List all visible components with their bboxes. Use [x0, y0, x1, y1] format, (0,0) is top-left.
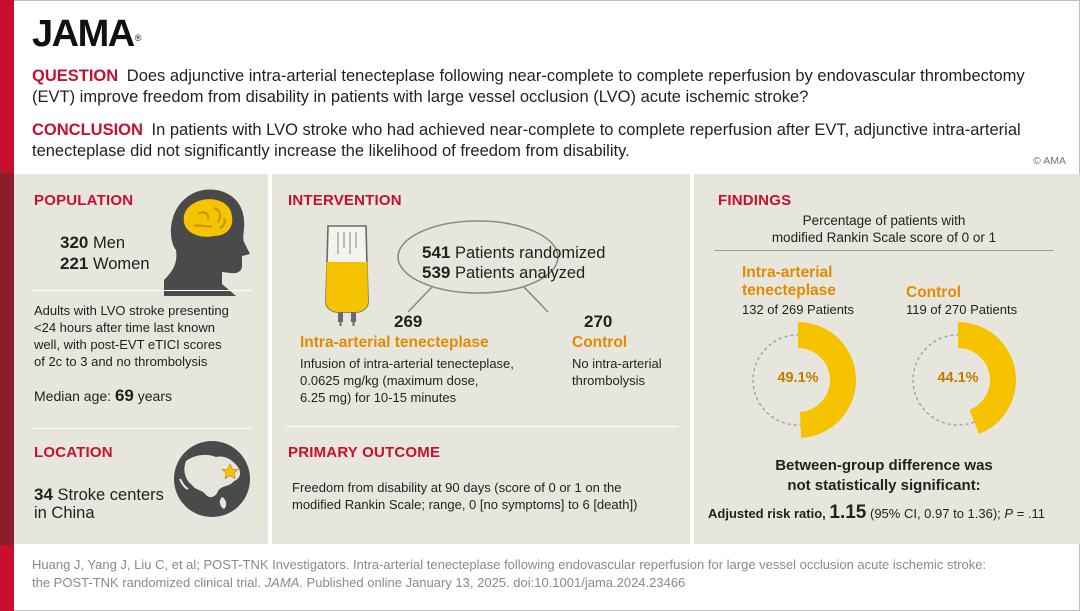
question-block: QUESTION Does adjunctive intra-arterial …: [32, 66, 1042, 108]
group1-count: 132 of 269 Patients: [742, 302, 855, 317]
conclusion-text: In patients with LVO stroke who had achi…: [32, 121, 1021, 160]
question-text: Does adjunctive intra-arterial tenectepl…: [32, 67, 1025, 106]
outcome-divider: [286, 426, 678, 427]
group2-name: Control: [906, 284, 962, 301]
findings-subtitle: Percentage of patients with modified Ran…: [771, 213, 997, 245]
population-description: Adults with LVO stroke presenting <24 ho…: [34, 303, 229, 369]
citation-line1: Huang J, Yang J, Liu C, et al; POST-TNK …: [32, 557, 987, 572]
findings-donuts: [752, 322, 1016, 438]
loc-divider: [32, 428, 252, 429]
location-country: in China: [34, 504, 95, 522]
conclusion-block: CONCLUSION In patients with LVO stroke w…: [32, 120, 1042, 162]
women-count: 221 Women: [60, 254, 150, 273]
head-brain-icon: [164, 189, 250, 296]
arm1-n: 269: [394, 312, 423, 331]
intervention-title: INTERVENTION: [288, 192, 402, 209]
pop-divider: [32, 290, 252, 291]
randomized-count: 541 Patients randomized: [422, 243, 606, 262]
group1-name: Intra-arterial tenecteplase: [742, 264, 836, 299]
arm2-description: No intra-arterial thrombolysis: [572, 356, 662, 388]
group2-percent: 44.1%: [937, 370, 979, 386]
findings-panel: FINDINGS Percentage of patients with mod…: [694, 174, 1080, 544]
adjusted-risk-ratio: Adjusted risk ratio, 1.15 (95% CI, 0.97 …: [708, 502, 1046, 523]
arm1-name: Intra-arterial tenecteplase: [300, 334, 489, 351]
star-icon: [221, 463, 239, 480]
primary-outcome-text: Freedom from disability at 90 days (scor…: [292, 480, 638, 512]
findings-title: FINDINGS: [718, 192, 792, 209]
jama-logo: JAMA®: [32, 13, 142, 55]
arm2-n: 270: [584, 312, 613, 331]
arm2-name: Control: [572, 334, 628, 351]
intervention-panel: INTERVENTION 541 Patients randomized 539…: [272, 174, 690, 544]
location-title: LOCATION: [34, 444, 113, 461]
population-title: POPULATION: [34, 192, 134, 209]
iv-bag-icon: [325, 225, 369, 326]
question-label: QUESTION: [32, 67, 119, 85]
primary-outcome-title: PRIMARY OUTCOME: [288, 444, 441, 461]
analyzed-count: 539 Patients analyzed: [422, 263, 586, 282]
group2-donut-arc: [958, 322, 1016, 435]
globe-icon: [174, 441, 250, 517]
citation-line2: the POST-TNK randomized clinical trial. …: [32, 575, 686, 590]
citation: Huang J, Yang J, Liu C, et al; POST-TNK …: [32, 556, 1062, 592]
between-group-text: Between-group difference was not statist…: [775, 457, 993, 494]
men-count: 320 Men: [60, 233, 126, 252]
copyright: © AMA: [1033, 155, 1066, 167]
median-age: Median age: 69 years: [34, 386, 172, 405]
randomization-diagram: [397, 220, 559, 313]
location-count: 34 Stroke centers: [34, 485, 164, 504]
accent-bar-dark: [0, 173, 14, 545]
group2-count: 119 of 270 Patients: [906, 302, 1018, 317]
population-panel: POPULATION 320 Men 221 Women Adults with…: [14, 174, 268, 544]
findings-divider: [714, 250, 1054, 251]
arm1-description: Infusion of intra-arterial tenecteplase,…: [300, 356, 514, 405]
group1-percent: 49.1%: [777, 370, 819, 386]
group1-donut-arc: [798, 322, 856, 438]
conclusion-label: CONCLUSION: [32, 121, 143, 139]
